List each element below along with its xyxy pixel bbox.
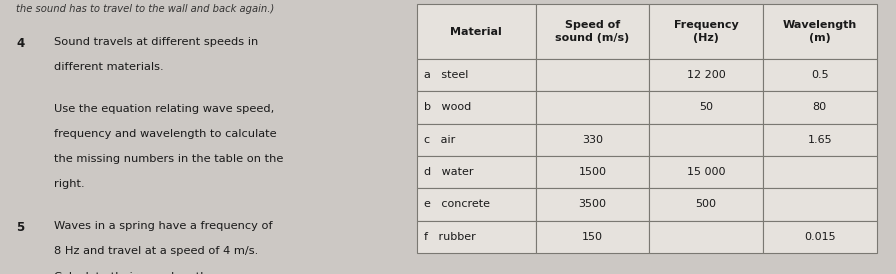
Text: the missing numbers in the table on the: the missing numbers in the table on the xyxy=(54,154,283,164)
Text: 15 000: 15 000 xyxy=(687,167,726,177)
Bar xyxy=(536,124,650,156)
Bar xyxy=(763,4,876,59)
Text: Material: Material xyxy=(451,27,502,36)
Text: Wavelength
(m): Wavelength (m) xyxy=(783,20,857,43)
Text: the sound has to travel to the wall and back again.): the sound has to travel to the wall and … xyxy=(16,4,275,14)
Bar xyxy=(650,59,763,91)
Text: 500: 500 xyxy=(695,199,717,209)
Bar xyxy=(417,4,536,59)
Text: d   water: d water xyxy=(425,167,474,177)
Text: Speed of
sound (m/s): Speed of sound (m/s) xyxy=(556,20,630,43)
Bar xyxy=(417,156,536,188)
Text: b   wood: b wood xyxy=(425,102,471,112)
Text: Use the equation relating wave speed,: Use the equation relating wave speed, xyxy=(54,104,274,114)
Text: a   steel: a steel xyxy=(425,70,469,80)
Text: f   rubber: f rubber xyxy=(425,232,476,242)
Text: e   concrete: e concrete xyxy=(425,199,490,209)
Bar xyxy=(650,221,763,253)
Text: 3500: 3500 xyxy=(579,199,607,209)
Bar xyxy=(650,124,763,156)
Text: 50: 50 xyxy=(699,102,713,112)
Text: Sound travels at different speeds in: Sound travels at different speeds in xyxy=(54,37,258,47)
Bar xyxy=(763,156,876,188)
Text: 5: 5 xyxy=(16,221,25,234)
Bar xyxy=(417,188,536,221)
Bar xyxy=(536,4,650,59)
Bar xyxy=(417,221,536,253)
Text: 80: 80 xyxy=(813,102,827,112)
Text: 8 Hz and travel at a speed of 4 m/s.: 8 Hz and travel at a speed of 4 m/s. xyxy=(54,246,258,256)
Bar xyxy=(417,59,536,91)
Bar xyxy=(763,188,876,221)
Text: 1500: 1500 xyxy=(579,167,607,177)
Text: Calculate their wavelength.: Calculate their wavelength. xyxy=(54,272,211,274)
Bar xyxy=(763,59,876,91)
Text: different materials.: different materials. xyxy=(54,62,163,72)
Text: 4: 4 xyxy=(16,37,25,50)
Text: 1.65: 1.65 xyxy=(807,135,832,145)
Bar xyxy=(536,91,650,124)
Text: frequency and wavelength to calculate: frequency and wavelength to calculate xyxy=(54,129,276,139)
Bar xyxy=(650,4,763,59)
Text: Frequency
(Hz): Frequency (Hz) xyxy=(674,20,738,43)
Text: 330: 330 xyxy=(582,135,603,145)
Bar xyxy=(650,188,763,221)
Bar xyxy=(763,91,876,124)
Bar xyxy=(650,156,763,188)
Bar xyxy=(650,91,763,124)
Bar xyxy=(536,188,650,221)
Text: 150: 150 xyxy=(582,232,603,242)
Text: 12 200: 12 200 xyxy=(686,70,726,80)
Bar xyxy=(536,221,650,253)
Text: 0.5: 0.5 xyxy=(811,70,829,80)
Bar xyxy=(536,59,650,91)
Bar xyxy=(763,124,876,156)
Text: Waves in a spring have a frequency of: Waves in a spring have a frequency of xyxy=(54,221,272,231)
Bar xyxy=(536,156,650,188)
Text: 0.015: 0.015 xyxy=(804,232,836,242)
Text: c   air: c air xyxy=(425,135,455,145)
Text: right.: right. xyxy=(54,179,84,189)
Bar xyxy=(417,124,536,156)
Bar xyxy=(417,91,536,124)
Bar xyxy=(763,221,876,253)
